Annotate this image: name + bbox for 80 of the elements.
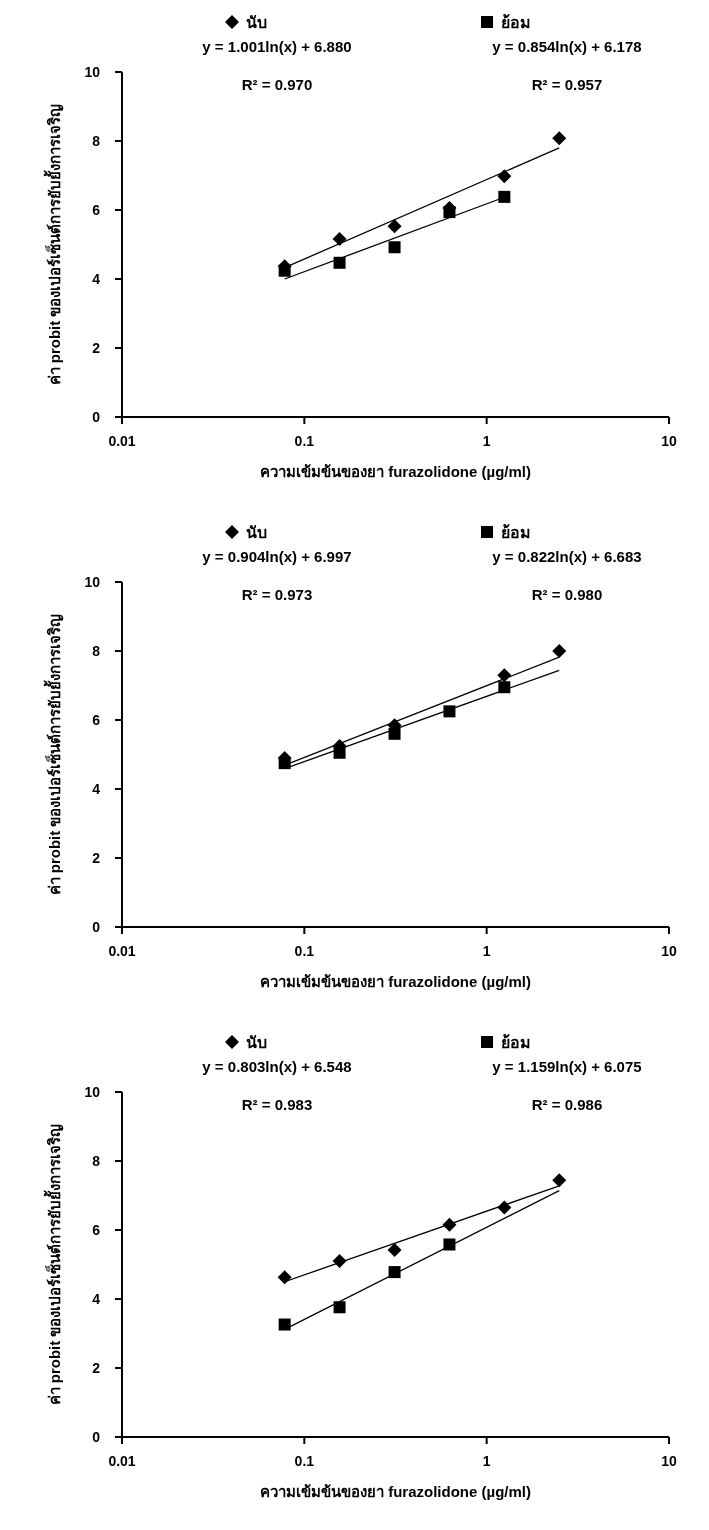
x-tick-label: 0.1	[294, 433, 315, 449]
point	[278, 1318, 291, 1331]
point	[443, 206, 456, 219]
text: y = 1.159ln(x) + 6.075	[492, 1058, 642, 1075]
legend-label: นับ	[246, 1034, 267, 1051]
point	[442, 1217, 457, 1232]
y-tick-label: 10	[84, 64, 101, 80]
y-tick-label: 2	[92, 340, 101, 356]
legend-label: นับ	[246, 524, 267, 541]
y-tick-label: 8	[92, 1153, 101, 1169]
legend-label: นับ	[246, 14, 267, 31]
annotation: R² = 0.973	[241, 586, 313, 603]
legend-label: ย้อม	[501, 524, 531, 541]
x-tick-label: 1	[482, 943, 491, 959]
text: y = 0.822ln(x) + 6.683	[492, 548, 642, 565]
point	[388, 727, 401, 740]
y-tick-label: 6	[92, 202, 101, 218]
y-tick-label: 10	[84, 574, 101, 590]
point	[332, 1254, 347, 1269]
y-tick-label: 4	[92, 1291, 101, 1307]
point	[387, 1243, 402, 1258]
point	[443, 1238, 456, 1251]
y-axis-title: ค่า probit ของเปอร์เซ็นต์การยับยั้งการเจริญ	[43, 1123, 64, 1406]
y-tick-label: 0	[92, 1429, 101, 1445]
point	[278, 757, 291, 770]
x-tick-label: 1	[482, 1453, 491, 1469]
text: y = 1.001ln(x) + 6.880	[202, 38, 352, 55]
text: y = 0.854ln(x) + 6.178	[492, 38, 642, 55]
point	[498, 681, 511, 694]
annotation: R² = 0.970	[241, 76, 313, 93]
point	[388, 1266, 401, 1279]
y-tick-label: 8	[92, 133, 101, 149]
point	[278, 264, 291, 277]
point	[333, 256, 346, 269]
point	[387, 219, 402, 234]
y-axis-title: ค่า probit ของเปอร์เซ็นต์การยับยั้งการเจริญ	[43, 613, 64, 896]
text: y = 0.803ln(x) + 6.548	[202, 1058, 352, 1075]
x-tick-label: 0.01	[108, 1453, 136, 1469]
x-tick-label: 0.01	[108, 943, 136, 959]
x-axis-title: ความเข้มข้นของยา furazolidone (µg/ml)	[260, 463, 531, 480]
point	[552, 644, 567, 658]
x-tick-label: 10	[661, 943, 677, 959]
y-tick-label: 6	[92, 712, 101, 728]
y-tick-label: 6	[92, 1222, 101, 1238]
point	[443, 705, 456, 718]
annotation: R² = 0.980	[531, 586, 603, 603]
annotation: R² = 0.957	[531, 76, 603, 93]
legend-label: ย้อม	[501, 1034, 531, 1051]
point	[497, 668, 512, 683]
legend-label: ย้อม	[501, 14, 531, 31]
point	[497, 1200, 512, 1215]
point	[552, 1173, 567, 1188]
point	[552, 131, 567, 146]
point	[332, 231, 347, 246]
x-tick-label: 0.1	[294, 943, 315, 959]
x-tick-label: 10	[661, 1453, 677, 1469]
y-tick-label: 2	[92, 1360, 101, 1376]
x-tick-label: 1	[482, 433, 491, 449]
y-tick-label: 4	[92, 271, 101, 287]
x-axis-title: ความเข้มข้นของยา furazolidone (µg/ml)	[260, 1483, 531, 1500]
y-tick-label: 4	[92, 781, 101, 797]
x-tick-label: 0.01	[108, 433, 136, 449]
y-axis-title: ค่า probit ของเปอร์เซ็นต์การยับยั้งการเจริญ	[43, 103, 64, 386]
y-tick-label: 10	[84, 1084, 101, 1100]
point	[333, 1301, 346, 1314]
y-tick-label: 0	[92, 409, 101, 425]
point	[497, 169, 512, 184]
x-tick-label: 10	[661, 433, 677, 449]
annotation: R² = 0.986	[531, 1096, 603, 1113]
point	[277, 1270, 292, 1285]
point	[388, 241, 401, 254]
y-tick-label: 2	[92, 850, 101, 866]
point	[333, 746, 346, 759]
y-tick-label: 8	[92, 643, 101, 659]
annotation: R² = 0.983	[241, 1096, 313, 1113]
point	[498, 190, 511, 203]
x-axis-title: ความเข้มข้นของยา furazolidone (µg/ml)	[260, 973, 531, 990]
x-tick-label: 0.1	[294, 1453, 315, 1469]
text: y = 0.904ln(x) + 6.997	[202, 548, 352, 565]
y-tick-label: 0	[92, 919, 101, 935]
